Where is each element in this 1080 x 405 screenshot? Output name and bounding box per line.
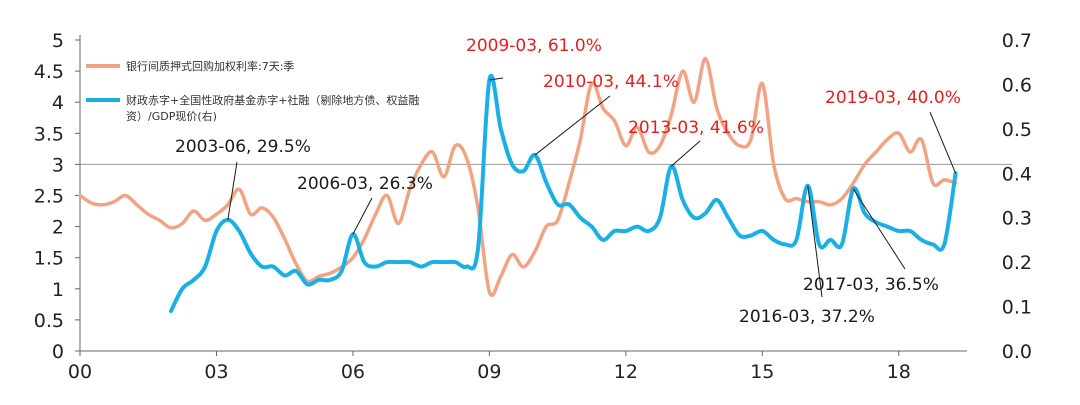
series-layer — [78, 56, 958, 313]
legend-label: 银行间质押式回购加权利率:7天:季 — [126, 59, 294, 73]
annotation-label: 2019-03, 40.0% — [825, 88, 961, 108]
y-left-tick-label: 2.5 — [34, 186, 64, 208]
x-tick-label: 00 — [68, 361, 92, 383]
y-left-tick-label: 1 — [52, 279, 64, 301]
y-left-tick-label: 1.5 — [34, 248, 64, 270]
y-left-tick-label: 5 — [52, 30, 64, 52]
annotation-label: 2017-03, 36.5% — [803, 275, 939, 295]
y-right-tick-label: 0.6 — [1002, 74, 1032, 96]
annotation-leader-line — [534, 95, 611, 156]
annotation-label: 2016-03, 37.2% — [739, 307, 875, 327]
x-tick-label: 06 — [341, 361, 365, 383]
annotation-label: 2010-03, 44.1% — [543, 72, 679, 92]
y-right-tick-label: 0.1 — [1002, 297, 1032, 319]
annotation-leader-line — [671, 140, 701, 167]
axes-layer: 0 0.5 1 1.5 2 2.5 3 3.5 4 4.5 5 0.0 0.1 0.2 0.3 0.4 0.5 0… — [34, 30, 1032, 383]
y-left-tick-label: 4.5 — [34, 61, 64, 83]
annotations-layer: 2003-06, 29.5% 2006-03, 26.3% 2009-03, 61.… — [175, 36, 961, 327]
y-left-tick-label: 2 — [52, 217, 64, 239]
y-right-tick-label: 0.3 — [1002, 208, 1032, 230]
y-left-tick-label: 3 — [52, 154, 64, 176]
annotation-label: 2003-06, 29.5% — [175, 137, 311, 157]
legend: 银行间质押式回购加权利率:7天:季财政赤字+全国性政府基金赤字+社融（剔除地方债… — [86, 59, 419, 123]
series-line-deficit-ratio — [169, 74, 958, 313]
y-left-tick-label: 0.5 — [34, 310, 64, 332]
y-right-tick-label: 0.0 — [1002, 341, 1032, 363]
annotation-leader-line — [227, 161, 238, 221]
y-left-tick-label: 3.5 — [34, 123, 64, 145]
annotation-leader-line — [807, 185, 823, 298]
x-tick-label: 18 — [887, 361, 911, 383]
series-line-repo-rate — [78, 56, 958, 297]
y-right-tick-label: 0.4 — [1002, 163, 1032, 185]
x-tick-label: 12 — [614, 361, 638, 383]
x-tick-label: 09 — [477, 361, 501, 383]
y-right-tick-label: 0.5 — [1002, 119, 1032, 141]
y-left-tick-label: 4 — [52, 92, 64, 114]
annotation-leader-line — [489, 77, 504, 81]
y-left-tick-label: 0 — [52, 341, 64, 363]
legend-label: 资）/GDP现价(右) — [126, 109, 217, 123]
annotation-label: 2009-03, 61.0% — [466, 36, 602, 56]
annotation-leader-line — [852, 188, 906, 270]
y-right-tick-label: 0.2 — [1002, 252, 1032, 274]
x-tick-label: 15 — [750, 361, 774, 383]
annotation-label: 2006-03, 26.3% — [297, 174, 433, 194]
annotation-leader-line — [929, 111, 957, 174]
annotation-label: 2013-03, 41.6% — [628, 118, 764, 138]
annotation-leader-line — [352, 197, 373, 235]
legend-label: 财政赤字+全国性政府基金赤字+社融（剔除地方债、权益融 — [126, 93, 419, 107]
x-tick-label: 03 — [204, 361, 228, 383]
y-right-tick-label: 0.7 — [1002, 30, 1032, 52]
